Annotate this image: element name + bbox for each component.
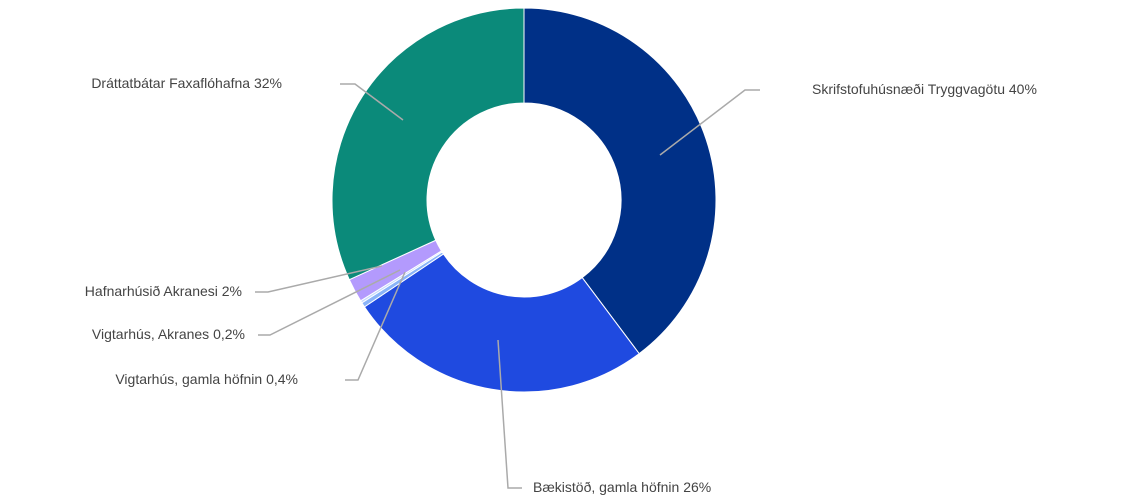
label-name: Hafnarhúsið Akranesi xyxy=(85,283,218,299)
label-value: 40% xyxy=(1009,81,1037,97)
label-value: 2% xyxy=(222,283,242,299)
label-name: Bækistöð, gamla höfnin xyxy=(533,479,679,495)
label-name: Vigtarhús, gamla höfnin xyxy=(115,371,262,387)
slice-label: Vigtarhús, gamla höfnin 0,4% xyxy=(115,371,298,387)
label-value: 0,4% xyxy=(266,371,298,387)
leader-line xyxy=(659,89,760,156)
label-name: Vigtarhús, Akranes xyxy=(92,326,209,342)
leader-line xyxy=(258,269,401,336)
slice-label: Skrifstofuhúsnæði Tryggvagötu 40% xyxy=(812,81,1037,97)
label-value: 26% xyxy=(683,479,711,495)
label-name: Dráttatbátar Faxaflóhafna xyxy=(91,75,250,91)
leader-line xyxy=(255,265,383,293)
leader-line xyxy=(345,271,406,381)
label-value: 32% xyxy=(254,75,282,91)
slice-label: Hafnarhúsið Akranesi 2% xyxy=(85,283,242,299)
slice xyxy=(363,253,640,393)
leader-line xyxy=(497,339,522,489)
slice xyxy=(331,7,525,281)
label-name: Skrifstofuhúsnæði Tryggvagötu xyxy=(812,81,1005,97)
leader-line xyxy=(340,83,404,121)
slice xyxy=(523,7,717,355)
slice-label: Vigtarhús, Akranes 0,2% xyxy=(92,326,245,342)
slice-label: Bækistöð, gamla höfnin 26% xyxy=(533,479,711,495)
label-value: 0,2% xyxy=(213,326,245,342)
slice-label: Dráttatbátar Faxaflóhafna 32% xyxy=(91,75,282,91)
